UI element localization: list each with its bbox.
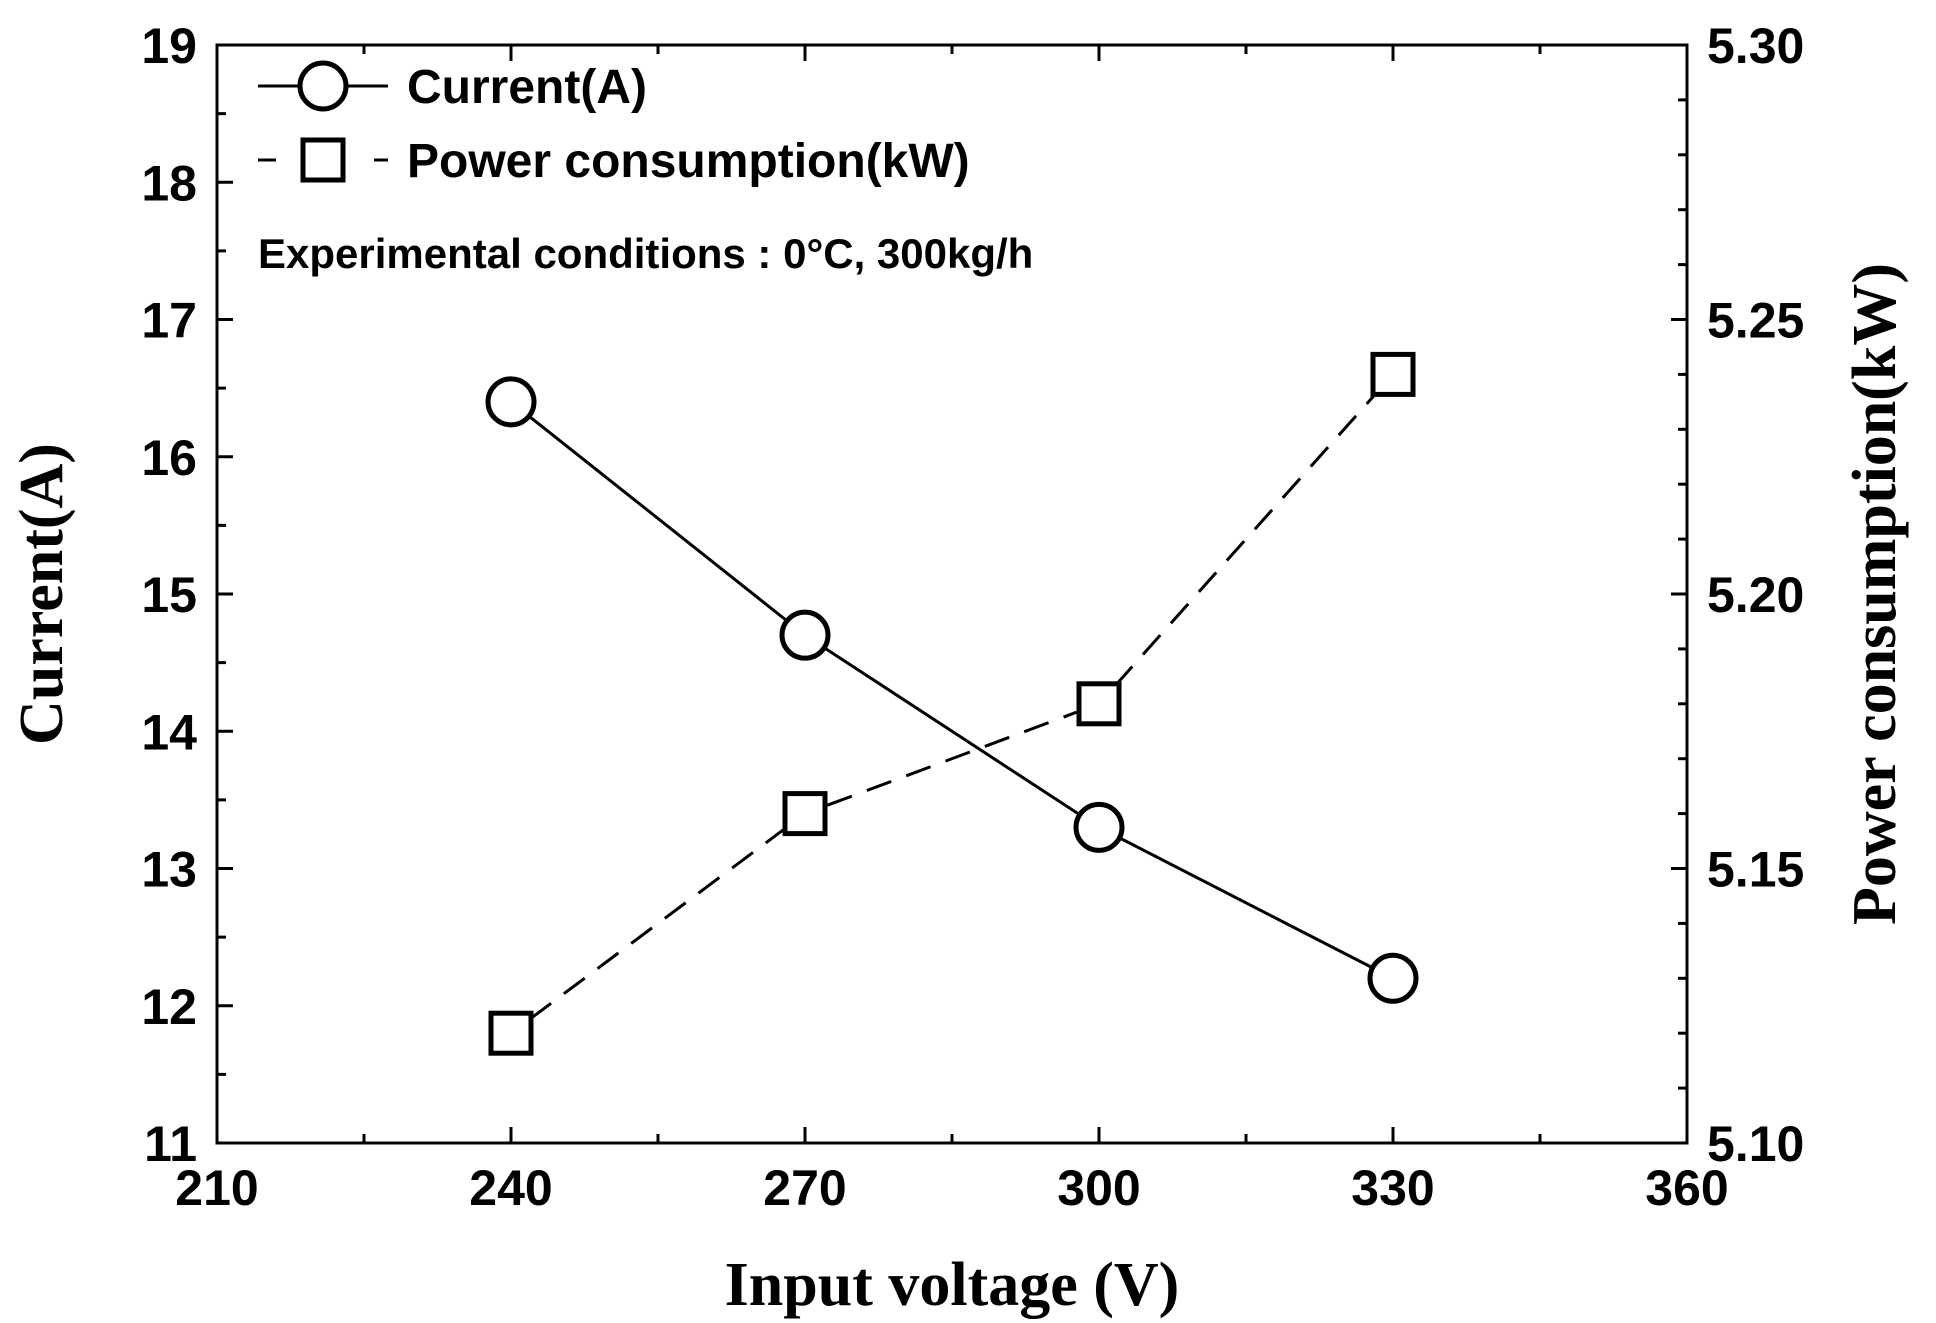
y-left-tick-label: 15 bbox=[141, 567, 197, 623]
x-tick-label: 300 bbox=[1057, 1160, 1140, 1216]
x-tick-label: 210 bbox=[175, 1160, 258, 1216]
power-point bbox=[1076, 681, 1122, 727]
current-line-segment bbox=[529, 416, 787, 621]
x-axis-title: Input voltage (V) bbox=[725, 1251, 1180, 1319]
y-left-tick-label: 17 bbox=[141, 293, 197, 349]
y-right-tick-label: 5.10 bbox=[1707, 1116, 1804, 1172]
tick-labels: 210 240 270 300 330 360 11 12 13 14 15 16 17 18 19 5.10… bbox=[141, 18, 1804, 1216]
y-left-tick-label: 14 bbox=[141, 704, 197, 760]
current-line-segment bbox=[825, 647, 1079, 815]
y-axis-title-right: Power consumption(kW) bbox=[1841, 263, 1909, 925]
y-right-tick-label: 5.20 bbox=[1707, 567, 1804, 623]
y-left-tick-label: 16 bbox=[141, 430, 197, 486]
power-point bbox=[1370, 351, 1416, 397]
y-left-tick-label: 13 bbox=[141, 842, 197, 898]
series-lines bbox=[529, 391, 1379, 1021]
y-right-tick-label: 5.25 bbox=[1707, 293, 1804, 349]
current-point bbox=[485, 376, 537, 428]
x-tick-label: 330 bbox=[1351, 1160, 1434, 1216]
x-tick-label: 240 bbox=[469, 1160, 552, 1216]
power-line-segment bbox=[529, 826, 787, 1021]
experimental-conditions-annotation: Experimental conditions : 0°C, 300kg/h bbox=[258, 230, 1033, 277]
series-markers bbox=[485, 351, 1419, 1056]
power-line-segment bbox=[1113, 391, 1379, 687]
current-line-segment bbox=[1120, 837, 1372, 969]
axis-ticks bbox=[215, 43, 1689, 1145]
legend-current-marker bbox=[297, 60, 349, 112]
current-point bbox=[779, 609, 831, 661]
power-point bbox=[488, 1010, 534, 1056]
plot-frame bbox=[215, 43, 1689, 1145]
legend: Current(A) Power consumption(kW) bbox=[258, 60, 970, 188]
current-point bbox=[1367, 952, 1419, 1004]
current-point bbox=[1073, 801, 1125, 853]
legend-current-label: Current(A) bbox=[407, 61, 647, 114]
x-tick-label: 270 bbox=[763, 1160, 846, 1216]
y-left-tick-label: 18 bbox=[141, 155, 197, 211]
legend-power-marker bbox=[300, 137, 346, 183]
y-right-tick-label: 5.15 bbox=[1707, 842, 1804, 898]
x-tick-label: 360 bbox=[1645, 1160, 1728, 1216]
legend-power-label: Power consumption(kW) bbox=[407, 135, 970, 188]
power-line-segment bbox=[826, 710, 1078, 807]
y-left-tick-label: 12 bbox=[141, 979, 197, 1035]
y-left-tick-label: 11 bbox=[144, 1116, 197, 1172]
power-point bbox=[782, 791, 828, 837]
y-right-tick-label: 5.30 bbox=[1707, 18, 1804, 74]
y-left-tick-label: 19 bbox=[141, 18, 197, 74]
y-axis-title-left: Current(A) bbox=[8, 443, 76, 745]
